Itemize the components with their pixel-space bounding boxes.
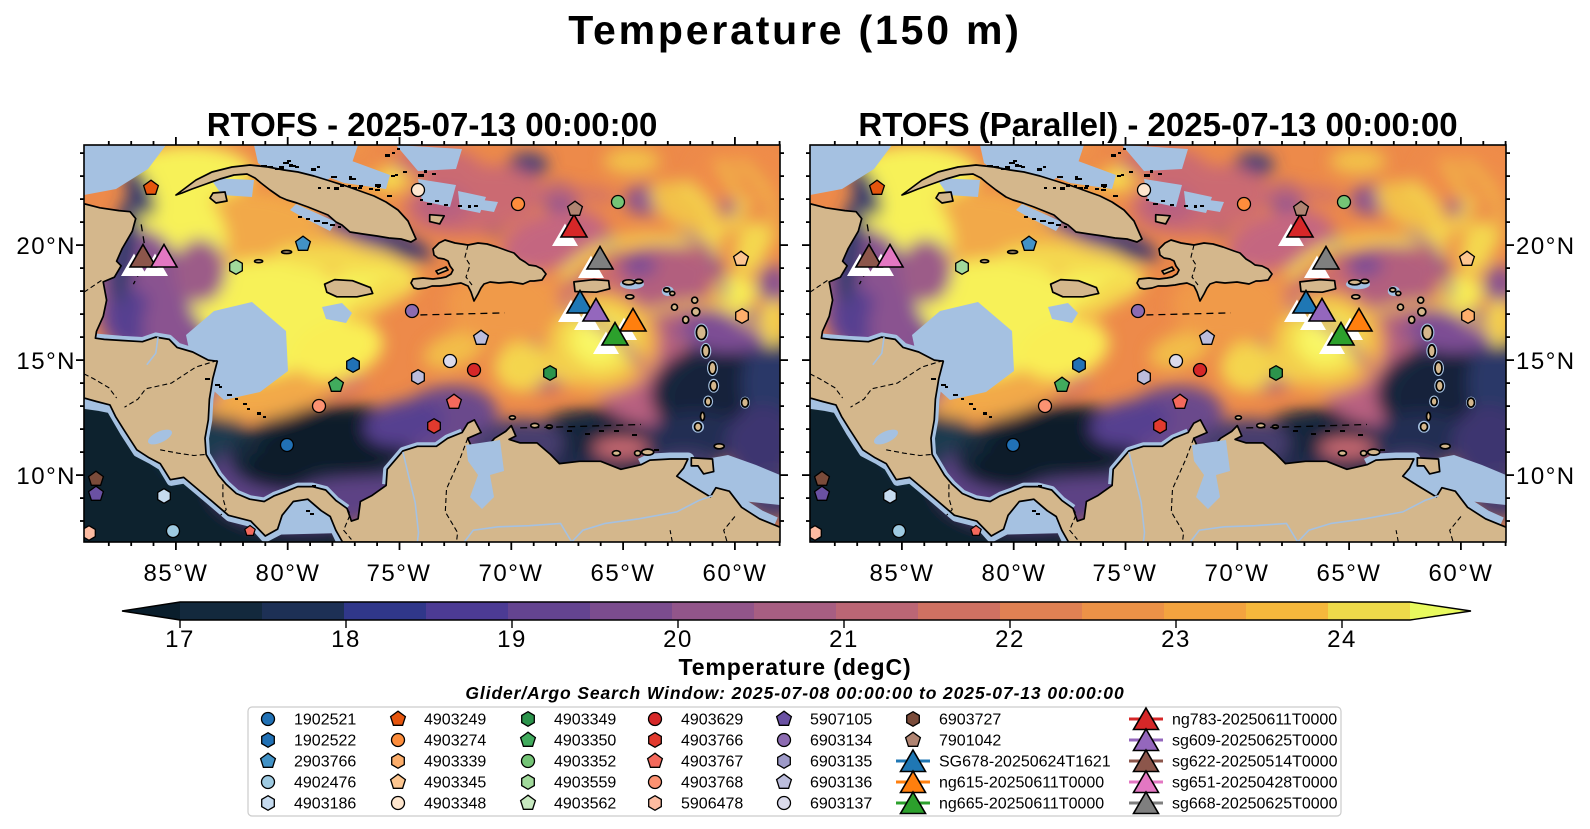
svg-text:21: 21 [829, 626, 859, 653]
svg-text:60°W: 60°W [703, 560, 768, 587]
svg-text:sg622-20250514T0000: sg622-20250514T0000 [1172, 754, 1338, 771]
svg-text:70°W: 70°W [479, 560, 544, 587]
svg-text:RTOFS - 2025-07-13 00:00:00: RTOFS - 2025-07-13 00:00:00 [207, 106, 658, 143]
svg-text:4903350: 4903350 [554, 733, 616, 750]
svg-text:10°N: 10°N [16, 463, 76, 490]
svg-text:20°N: 20°N [16, 233, 76, 260]
svg-text:4903339: 4903339 [424, 754, 486, 771]
svg-text:4903562: 4903562 [554, 796, 616, 813]
svg-text:sg609-20250625T0000: sg609-20250625T0000 [1172, 733, 1338, 750]
svg-text:80°W: 80°W [256, 560, 321, 587]
svg-text:65°W: 65°W [1317, 560, 1382, 587]
svg-text:4903629: 4903629 [681, 712, 743, 729]
svg-text:1902522: 1902522 [294, 733, 356, 750]
svg-text:4903274: 4903274 [424, 733, 486, 750]
svg-text:4903767: 4903767 [681, 754, 743, 771]
svg-text:20: 20 [663, 626, 693, 653]
svg-text:4903349: 4903349 [554, 712, 616, 729]
svg-text:Glider/Argo Search Window: 202: Glider/Argo Search Window: 2025-07-08 00… [465, 683, 1124, 703]
svg-text:6903135: 6903135 [810, 754, 872, 771]
svg-text:80°W: 80°W [982, 560, 1047, 587]
svg-text:70°W: 70°W [1205, 560, 1270, 587]
svg-text:4903352: 4903352 [554, 754, 616, 771]
svg-text:sg668-20250625T0000: sg668-20250625T0000 [1172, 796, 1338, 813]
svg-text:18: 18 [331, 626, 361, 653]
svg-text:1902521: 1902521 [294, 712, 356, 729]
svg-text:4903766: 4903766 [681, 733, 743, 750]
svg-text:10°N: 10°N [1516, 463, 1576, 490]
svg-text:85°W: 85°W [870, 560, 935, 587]
svg-text:15°N: 15°N [16, 348, 76, 375]
svg-text:4903249: 4903249 [424, 712, 486, 729]
svg-text:20°N: 20°N [1516, 233, 1576, 260]
svg-text:7901042: 7901042 [939, 733, 1001, 750]
svg-text:19: 19 [497, 626, 527, 653]
svg-text:75°W: 75°W [1093, 560, 1158, 587]
svg-text:85°W: 85°W [144, 560, 209, 587]
svg-text:RTOFS (Parallel) - 2025-07-13: RTOFS (Parallel) - 2025-07-13 00:00:00 [858, 106, 1457, 143]
svg-text:4903768: 4903768 [681, 775, 743, 792]
svg-text:17: 17 [165, 626, 195, 653]
svg-text:4903559: 4903559 [554, 775, 616, 792]
svg-text:Temperature (150 m): Temperature (150 m) [568, 7, 1021, 53]
svg-text:4903345: 4903345 [424, 775, 486, 792]
svg-text:5906478: 5906478 [681, 796, 743, 813]
svg-text:SG678-20250624T1621: SG678-20250624T1621 [939, 754, 1111, 771]
svg-text:sg651-20250428T0000: sg651-20250428T0000 [1172, 775, 1338, 792]
svg-text:75°W: 75°W [367, 560, 432, 587]
svg-text:Temperature (degC): Temperature (degC) [678, 654, 911, 680]
svg-text:ng783-20250611T0000: ng783-20250611T0000 [1172, 712, 1337, 729]
svg-text:4903348: 4903348 [424, 796, 486, 813]
svg-text:65°W: 65°W [591, 560, 656, 587]
svg-text:24: 24 [1327, 626, 1357, 653]
svg-text:6903137: 6903137 [810, 796, 872, 813]
svg-text:4903186: 4903186 [294, 796, 356, 813]
svg-text:6903136: 6903136 [810, 775, 872, 792]
svg-text:6903727: 6903727 [939, 712, 1001, 729]
svg-text:22: 22 [995, 626, 1025, 653]
svg-text:ng665-20250611T0000: ng665-20250611T0000 [939, 796, 1104, 813]
svg-text:15°N: 15°N [1516, 348, 1576, 375]
svg-text:23: 23 [1161, 626, 1191, 653]
svg-text:ng615-20250611T0000: ng615-20250611T0000 [939, 775, 1104, 792]
svg-text:4902476: 4902476 [294, 775, 356, 792]
svg-text:60°W: 60°W [1429, 560, 1494, 587]
svg-text:6903134: 6903134 [810, 733, 872, 750]
svg-text:2903766: 2903766 [294, 754, 356, 771]
svg-text:5907105: 5907105 [810, 712, 872, 729]
